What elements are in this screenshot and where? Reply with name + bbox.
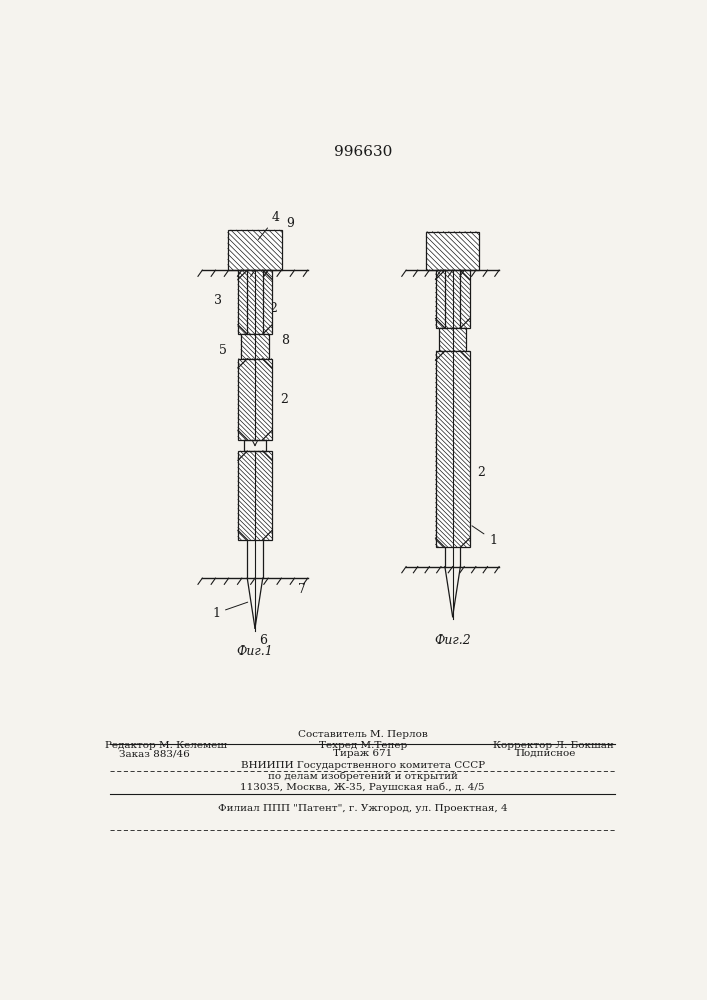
Text: 5: 5 <box>219 344 227 357</box>
Bar <box>238 270 272 334</box>
Bar <box>228 230 282 270</box>
Text: Составитель М. Перлов: Составитель М. Перлов <box>298 730 428 739</box>
Text: 2: 2 <box>477 466 485 479</box>
Text: Фиг.2: Фиг.2 <box>434 634 471 647</box>
Bar <box>436 351 469 547</box>
Text: Заказ 883/46: Заказ 883/46 <box>119 749 189 758</box>
Text: 2: 2 <box>269 302 277 315</box>
Text: 1: 1 <box>472 526 497 546</box>
Text: 7: 7 <box>298 583 305 596</box>
Text: 113035, Москва, Ж-35, Раушская наб., д. 4/5: 113035, Москва, Ж-35, Раушская наб., д. … <box>240 782 485 792</box>
Text: 2: 2 <box>280 393 288 406</box>
Text: по делам изобретений и открытий: по делам изобретений и открытий <box>268 771 457 781</box>
Text: 8: 8 <box>281 334 289 347</box>
Text: ВНИИПИ Государственного комитета СССР: ВНИИПИ Государственного комитета СССР <box>240 761 485 770</box>
Bar <box>426 232 479 270</box>
Bar <box>238 451 272 540</box>
Text: Подписное: Подписное <box>515 749 575 758</box>
Text: 996630: 996630 <box>334 145 392 159</box>
Bar <box>241 334 269 359</box>
Text: Тираж 671: Тираж 671 <box>333 749 392 758</box>
Bar <box>440 328 466 351</box>
Text: Техред М.Тепер: Техред М.Тепер <box>319 741 407 750</box>
Text: 9: 9 <box>286 217 294 230</box>
Text: Фиг.1: Фиг.1 <box>237 645 274 658</box>
Text: 6: 6 <box>259 634 267 647</box>
Text: Филиал ППП "Патент", г. Ужгород, ул. Проектная, 4: Филиал ППП "Патент", г. Ужгород, ул. Про… <box>218 804 508 813</box>
Text: Корректор Л. Бокшан: Корректор Л. Бокшан <box>493 741 614 750</box>
Text: Редактор М. Келемеш: Редактор М. Келемеш <box>105 741 227 750</box>
Text: 3: 3 <box>214 294 223 307</box>
Text: 4: 4 <box>258 211 280 239</box>
Text: 1: 1 <box>212 602 247 620</box>
Bar <box>238 359 272 440</box>
Bar <box>436 270 469 328</box>
